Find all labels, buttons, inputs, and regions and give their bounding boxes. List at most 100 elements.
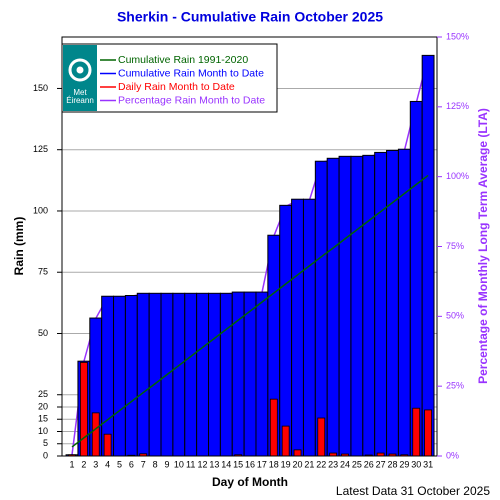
y2-tick-label: 150% [446,31,469,41]
y2-tick-label: 75% [446,241,464,251]
daily-bar [103,433,112,456]
x-tick-label: 15 [233,459,243,469]
y2-tick-label: 50% [446,311,464,321]
bar [314,160,328,456]
y-tick-label: 0 [43,450,48,460]
x-tick-label: 4 [105,459,110,469]
y-tick-label: 50 [38,328,48,338]
logo [63,45,97,111]
bar [386,149,399,456]
bar [101,295,115,456]
x-tick-label: 3 [93,459,98,469]
bar [421,54,435,456]
x-tick-label: 7 [141,459,146,469]
daily-bar [79,361,88,456]
bar [148,292,162,456]
bar [397,148,411,456]
bar [196,292,210,456]
legend-label: Cumulative Rain Month to Date [118,67,264,79]
daily-bar [139,453,148,456]
y-tick-label: 100 [33,205,48,215]
x-tick-label: 11 [186,459,195,469]
line-series [71,174,429,448]
y-tick-label: 125 [33,144,48,154]
daily-bar [293,449,302,456]
y2-tick-label: 0% [446,450,459,460]
y2-axis-label: Percentage of Monthly Long Term Average … [476,108,490,384]
x-tick-label: 26 [364,459,374,469]
bar [124,295,138,456]
y-tick-label: 25 [38,389,48,399]
bar [184,292,198,456]
logo-text: Met [73,88,87,97]
daily-bar [269,398,278,456]
daily-bar [281,425,290,456]
plot-area [62,54,437,456]
y-tick-label: 75 [38,267,48,277]
x-tick-label: 6 [129,459,134,469]
chart-title: Sherkin - Cumulative Rain October 2025 [117,9,383,25]
logo-text: Éireann [66,96,94,105]
daily-bar [412,407,421,456]
bar [136,292,150,456]
legend-label: Daily Rain Month to Date [118,81,235,93]
y-tick-label: 15 [38,414,48,424]
bar [113,295,126,456]
y2-tick-label: 125% [446,101,469,111]
daily-bar [376,452,385,456]
x-tick-label: 30 [411,459,421,469]
x-tick-label: 25 [352,459,362,469]
y-tick-label: 5 [43,438,48,448]
bar [291,198,304,456]
x-tick-label: 16 [245,459,255,469]
logo-swirl [76,66,84,74]
x-tick-label: 23 [328,459,338,469]
x-tick-label: 21 [304,459,314,469]
bar [350,155,364,456]
x-tick-label: 2 [81,459,86,469]
x-tick-label: 28 [387,459,397,469]
y-tick-label: 10 [38,426,48,436]
daily-bar [91,412,100,456]
x-tick-label: 29 [399,459,409,469]
x-tick-label: 10 [174,459,184,469]
x-tick-label: 31 [423,459,433,469]
daily-bar [329,452,338,456]
x-tick-label: 17 [257,459,267,469]
y-axis-label: Rain (mm) [12,217,26,276]
daily-bar [317,417,326,456]
x-tick-label: 12 [198,459,208,469]
bar [302,198,316,456]
y2-tick-label: 100% [446,171,469,181]
x-tick-label: 13 [209,459,219,469]
bar [279,204,293,456]
x-tick-label: 22 [316,459,326,469]
bar [409,100,423,456]
legend-label: Percentage Rain Month to Date [118,94,265,106]
bar [219,292,233,456]
bar [208,292,221,456]
bar [255,291,269,456]
bar [172,292,186,456]
bar [362,154,376,456]
x-axis-label: Day of Month [212,475,288,489]
x-tick-label: 18 [269,459,279,469]
footer: Latest Data 31 October 2025 [336,484,490,498]
x-tick-label: 27 [376,459,386,469]
x-tick-label: 1 [69,459,74,469]
y2-tick-label: 25% [446,381,464,391]
y-tick-label: 150 [33,83,48,93]
x-tick-label: 9 [164,459,169,469]
legend-box [61,43,278,113]
daily-bar [424,409,433,456]
x-tick-label: 20 [293,459,303,469]
bar [374,151,388,456]
x-tick-label: 19 [281,459,291,469]
legend-label: Cumulative Rain 1991-2020 [118,54,248,66]
x-tick-label: 8 [153,459,158,469]
x-tick-label: 14 [221,459,231,469]
bar [243,291,257,456]
y-tick-label: 20 [38,401,48,411]
bar [326,157,340,456]
